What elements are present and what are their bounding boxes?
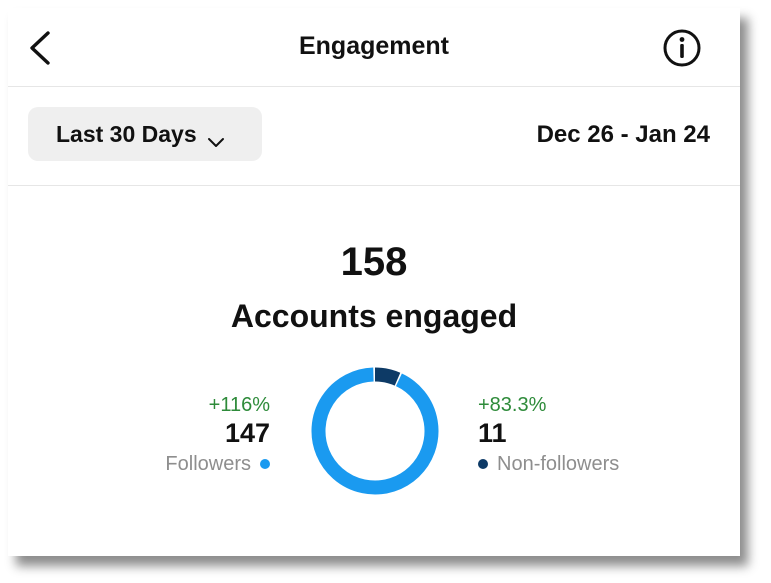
accounts-engaged-label: Accounts engaged [230,298,518,334]
non-followers-change: +83.3% [478,394,547,416]
info-circle-icon[interactable] [662,28,702,68]
non-followers-legend: Non-followers [478,449,619,479]
chevron-down-icon [207,128,225,147]
followers-count: 147 [224,418,270,448]
engagement-donut-chart [311,367,439,495]
non-followers-arc [374,367,401,386]
chevron-left-icon[interactable] [26,30,56,66]
engagement-card: Engagement Last 30 Days Dec 26 - Jan 24 … [8,8,740,556]
non-followers-legend-dot [478,459,488,469]
followers-change: +116% [208,394,270,416]
non-followers-legend-label: Non-followers [497,453,620,475]
top-bar: Engagement [8,8,740,87]
filter-row: Last 30 Days Dec 26 - Jan 24 [8,87,740,186]
followers-legend: Followers [165,449,270,479]
date-range-text: Dec 26 - Jan 24 [536,121,710,148]
date-range-dropdown[interactable]: Last 30 Days [28,107,262,161]
followers-arc [311,367,439,495]
accounts-engaged-total: 158 [340,240,408,284]
followers-legend-label: Followers [165,453,251,475]
followers-legend-dot [260,459,270,469]
non-followers-stat: +83.3% 11 Non-followers [478,393,619,479]
non-followers-count: 11 [478,418,507,448]
date-range-dropdown-label: Last 30 Days [56,120,197,147]
page-title: Engagement [298,32,450,60]
followers-stat: +116% 147 Followers [165,393,270,479]
